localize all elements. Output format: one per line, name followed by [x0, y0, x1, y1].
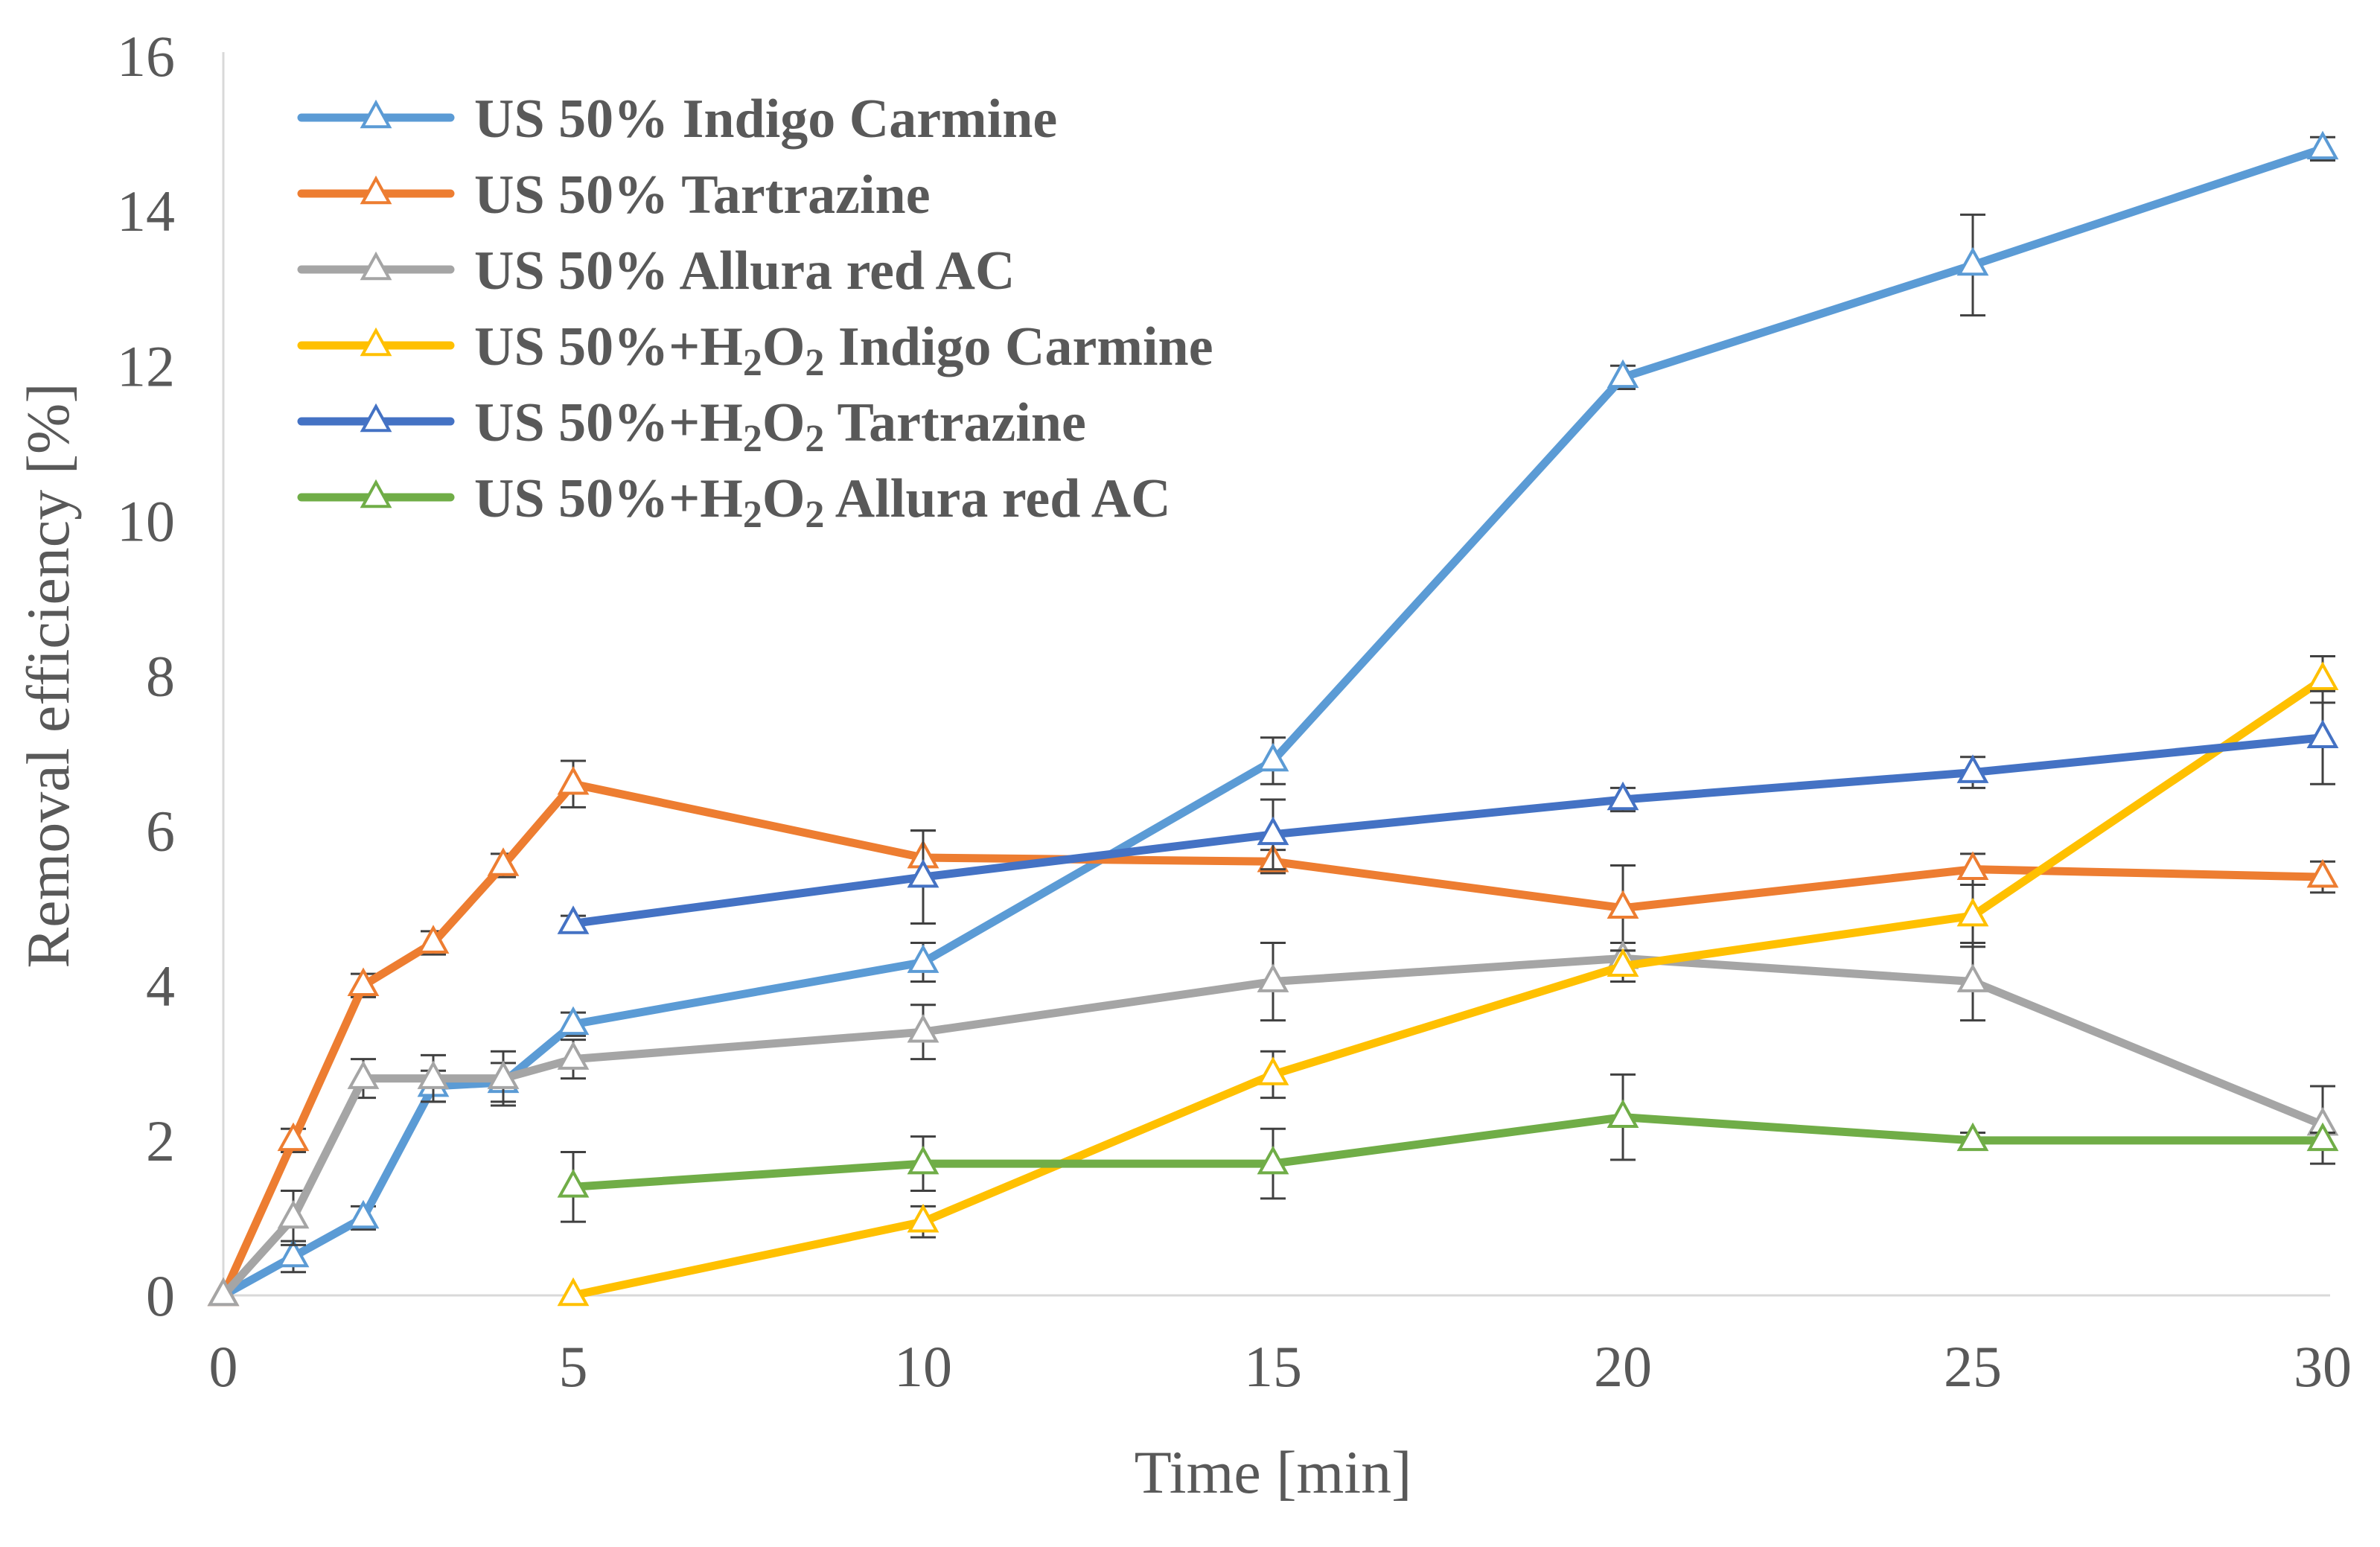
data-point-marker	[1607, 890, 1639, 919]
legend-marker	[360, 175, 392, 205]
data-point-marker	[1257, 742, 1289, 772]
data-point-marker	[557, 1277, 590, 1307]
y-tick-label: 4	[146, 954, 175, 1018]
data-point-marker	[207, 1277, 240, 1307]
data-point-marker	[1257, 816, 1289, 846]
series-line	[569, 733, 2327, 928]
y-tick-labels: 0 2 4 6 8 10 12 14 16	[117, 24, 175, 1328]
data-point-marker	[1607, 1099, 1639, 1128]
x-axis-title: Time [min]	[1135, 1438, 1412, 1506]
x-tick-label: 20	[1594, 1334, 1652, 1399]
series-3	[557, 654, 2339, 1307]
y-tick-label: 2	[146, 1109, 175, 1173]
data-point-marker	[277, 1199, 310, 1229]
data-point-marker	[557, 1169, 590, 1198]
y-axis-title: Removal efficiency [%]	[14, 383, 82, 968]
data-point-marker	[2306, 719, 2339, 749]
x-tick-labels: 0 5 10 15 20 25 30	[209, 1334, 2352, 1399]
data-point-marker	[2306, 1122, 2339, 1152]
data-point-marker	[1956, 1122, 1989, 1152]
legend-item-0: US 50% Indigo Carmine	[297, 89, 1057, 150]
data-point-marker	[417, 1060, 450, 1089]
y-tick-label: 6	[146, 799, 175, 864]
legend-marker	[360, 479, 392, 508]
data-point-marker	[1257, 963, 1289, 992]
series-line	[569, 1113, 2327, 1191]
data-point-marker	[557, 905, 590, 934]
data-point-marker	[907, 1013, 939, 1043]
axes	[222, 52, 2330, 1297]
x-tick-label: 10	[894, 1334, 952, 1399]
x-tick-label: 15	[1244, 1334, 1302, 1399]
legend-item-3: US 50%+H2O2 Indigo Carmine	[297, 316, 1213, 384]
legend-item-2: US 50% Allura red AC	[297, 240, 1015, 302]
data-point-marker	[1607, 359, 1639, 389]
data-point-marker	[2306, 130, 2339, 160]
y-tick-label: 0	[146, 1263, 175, 1328]
legend-label: US 50% Indigo Carmine	[474, 89, 1057, 150]
data-point-marker	[347, 1199, 380, 1229]
legend-label: US 50% Tartrazine	[474, 165, 931, 226]
legend-item-5: US 50%+H2O2 Allura red AC	[297, 468, 1171, 536]
series-5	[557, 1073, 2339, 1223]
legend-marker	[360, 327, 392, 357]
legend-marker	[360, 403, 392, 433]
data-point-marker	[1607, 948, 1639, 977]
y-tick-label: 10	[117, 488, 175, 553]
data-point-marker	[907, 858, 939, 888]
series-group	[207, 130, 2339, 1307]
data-point-marker	[417, 925, 450, 954]
legend-marker	[360, 99, 392, 129]
data-point-marker	[557, 1006, 590, 1036]
x-tick-label: 30	[2294, 1334, 2352, 1399]
series-2	[207, 940, 2339, 1307]
data-point-marker	[1956, 851, 1989, 880]
legend-label: US 50%+H2O2 Tartrazine	[474, 392, 1086, 460]
data-point-marker	[277, 1238, 310, 1268]
x-tick-label: 5	[559, 1334, 588, 1399]
data-point-marker	[907, 1203, 939, 1233]
data-point-marker	[1607, 781, 1639, 811]
legend-marker	[360, 251, 392, 281]
data-point-marker	[1956, 897, 1989, 927]
x-tick-label: 0	[209, 1334, 238, 1399]
data-point-marker	[1956, 754, 1989, 783]
data-point-marker	[1956, 963, 1989, 992]
data-point-marker	[487, 1060, 520, 1089]
y-tick-label: 16	[117, 24, 175, 89]
data-point-marker	[907, 1145, 939, 1175]
legend-label: US 50%+H2O2 Indigo Carmine	[474, 316, 1213, 384]
data-point-marker	[347, 1060, 380, 1089]
series-4	[557, 689, 2339, 934]
data-point-marker	[2306, 858, 2339, 888]
y-tick-label: 14	[117, 179, 175, 243]
data-point-marker	[557, 1041, 590, 1070]
data-point-marker	[1956, 246, 1989, 276]
data-point-marker	[557, 765, 590, 795]
legend: US 50% Indigo Carmine US 50% Tartrazine US…	[297, 89, 1213, 536]
legend-label: US 50%+H2O2 Allura red AC	[474, 468, 1171, 536]
data-point-marker	[907, 944, 939, 973]
x-tick-label: 25	[1944, 1334, 2002, 1399]
data-point-marker	[1257, 1056, 1289, 1085]
legend-label: US 50% Allura red AC	[474, 240, 1015, 302]
y-tick-label: 12	[117, 334, 175, 398]
data-point-marker	[487, 847, 520, 876]
y-tick-label: 8	[146, 644, 175, 709]
data-point-marker	[2306, 661, 2339, 691]
legend-item-1: US 50% Tartrazine	[297, 165, 931, 226]
data-point-marker	[1257, 1145, 1289, 1175]
data-point-marker	[347, 967, 380, 997]
series-line	[569, 675, 2327, 1300]
data-point-marker	[277, 1122, 310, 1152]
legend-item-4: US 50%+H2O2 Tartrazine	[297, 392, 1086, 460]
